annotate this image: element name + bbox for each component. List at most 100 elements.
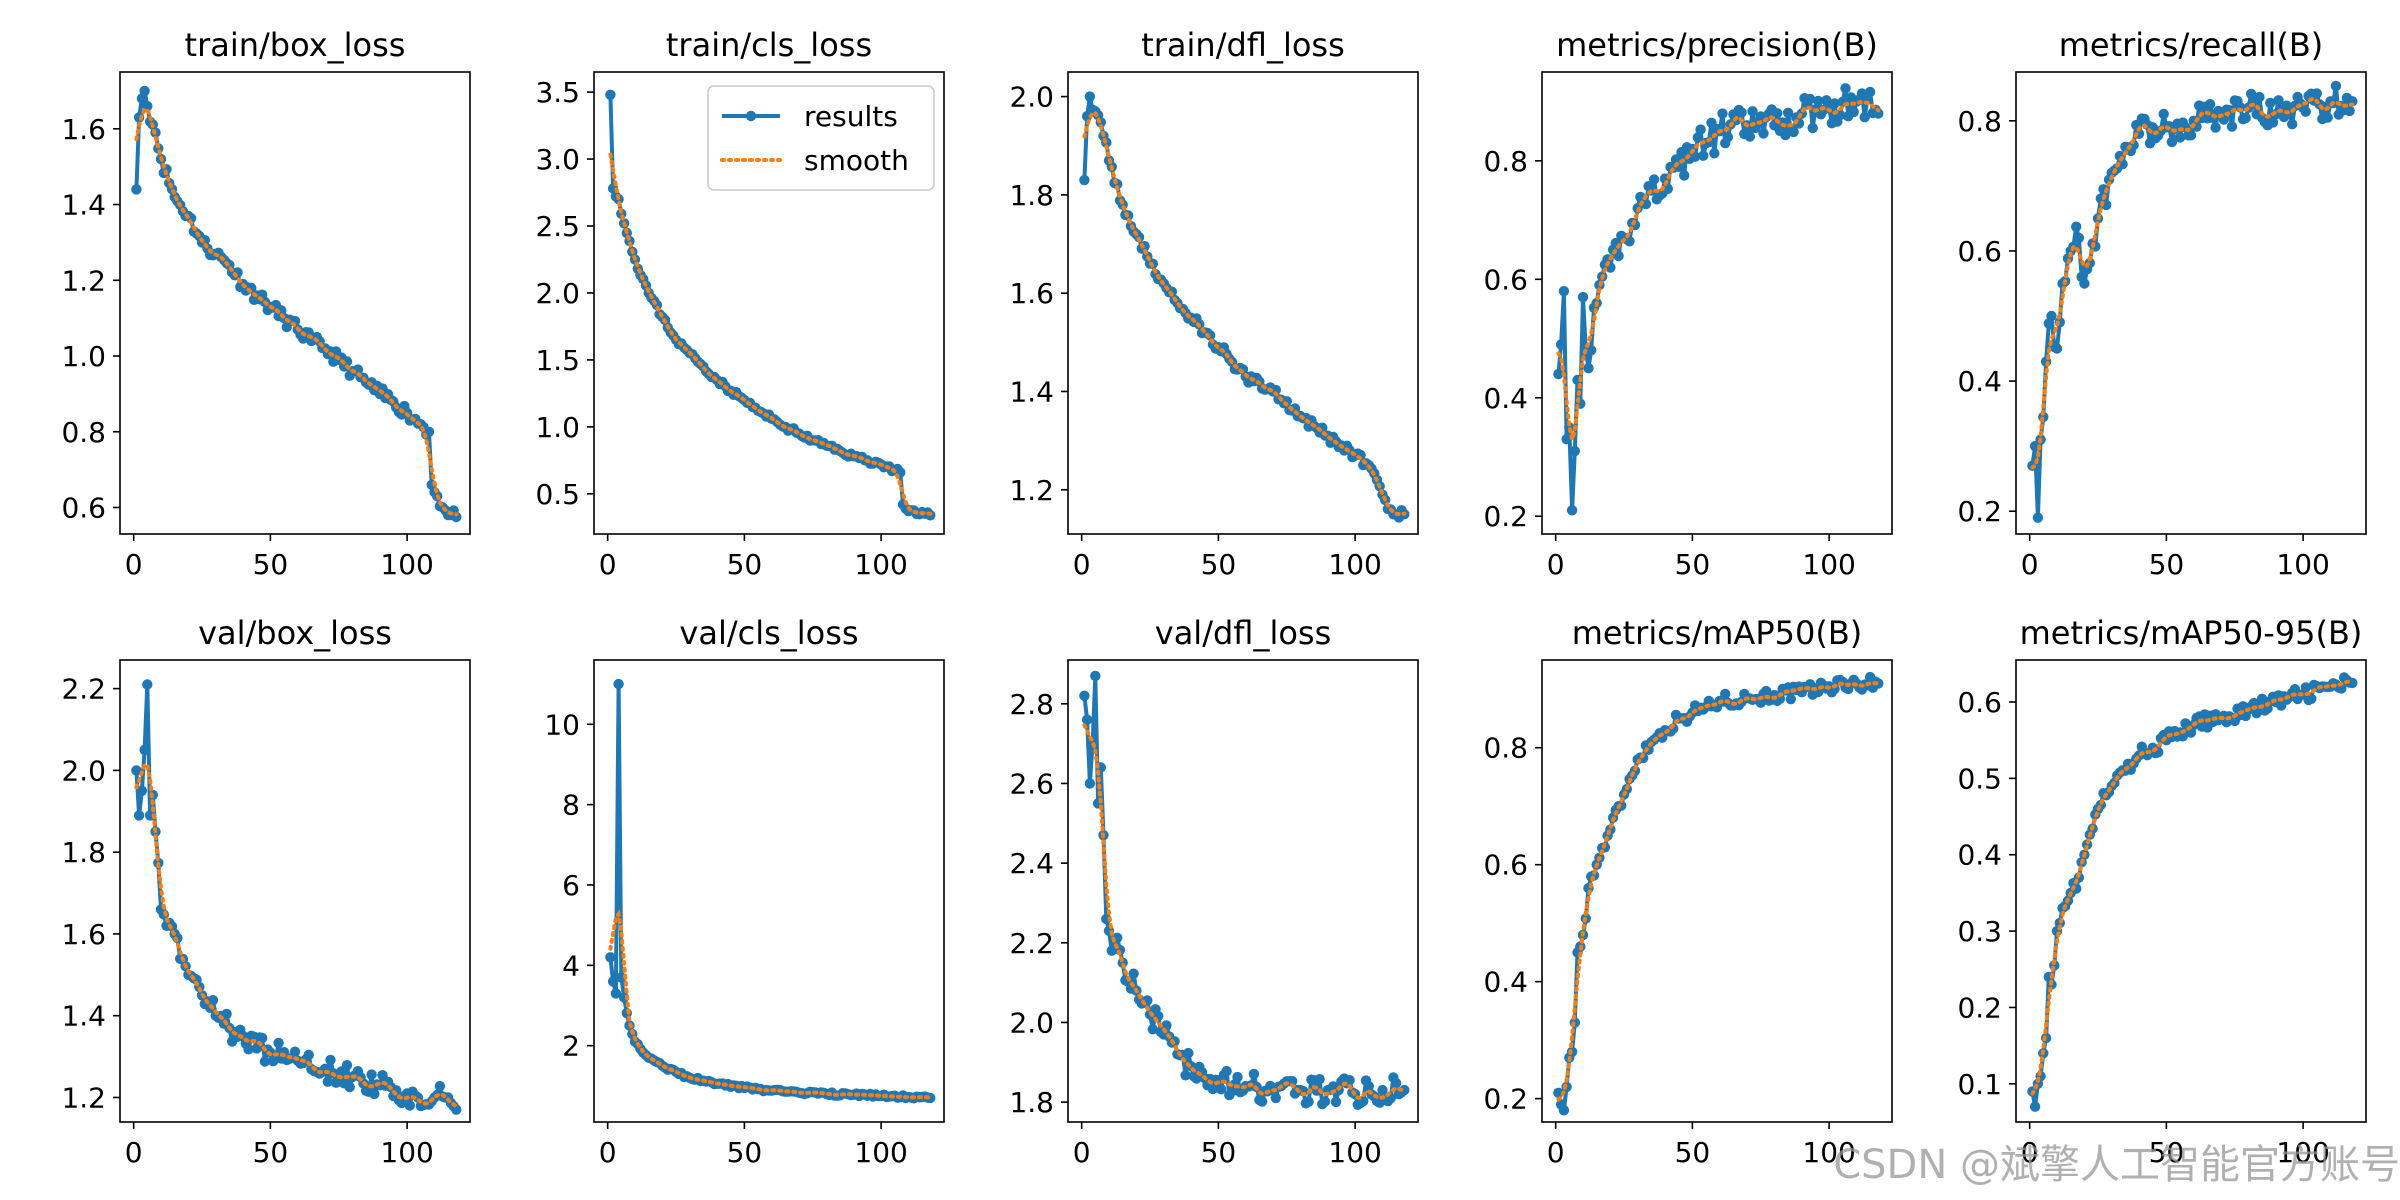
y-tick-label: 0.2 — [1483, 500, 1528, 533]
results-point — [613, 678, 624, 690]
results-point — [2032, 512, 2044, 523]
legend-results-label: results — [804, 100, 898, 133]
results-point — [2185, 130, 2197, 141]
results-point — [1761, 685, 1772, 697]
x-tick-label: 50 — [253, 548, 289, 581]
x-tick-label: 100 — [854, 548, 907, 581]
results-point — [1859, 112, 1870, 123]
x-tick-label: 0 — [599, 548, 617, 581]
results-point — [1232, 1071, 1243, 1083]
results-point — [1180, 1070, 1191, 1081]
results-point — [607, 976, 619, 987]
results-point — [1709, 148, 1720, 159]
x-tick-label: 100 — [2276, 548, 2329, 581]
results-point — [2226, 121, 2238, 132]
results-point — [207, 995, 219, 1006]
results-point — [1829, 98, 1840, 109]
results-point — [1648, 174, 1660, 185]
x-tick-label: 100 — [1802, 1136, 1855, 1169]
y-tick-label: 10 — [544, 708, 580, 741]
results-point — [1577, 291, 1589, 303]
results-point — [1090, 670, 1101, 682]
results-point — [1270, 1092, 1282, 1104]
x-tick-label: 0 — [1073, 548, 1091, 581]
results-point — [322, 1076, 333, 1087]
results-point — [1566, 505, 1578, 516]
y-tick-label: 2.8 — [1009, 688, 1054, 721]
results-point — [451, 1104, 462, 1115]
results-point — [2300, 106, 2311, 117]
y-tick-label: 0.4 — [1957, 839, 2002, 872]
y-tick-label: 0.4 — [1957, 365, 2002, 398]
results-point — [1215, 1084, 1227, 1095]
smooth-line — [134, 107, 459, 517]
subplot-train-box-loss: train/box_loss 0 50 100 0.6 0.8 1.0 1.2 1.4 1.6 — [61, 26, 471, 581]
plot-area — [1079, 91, 1410, 523]
y-tick-label: 0.6 — [1483, 263, 1528, 296]
results-point — [1183, 1047, 1194, 1059]
x-tick-label: 0 — [125, 1136, 143, 1169]
results-point — [1553, 368, 1564, 380]
results-point — [1717, 108, 1728, 119]
results-point — [2174, 132, 2186, 143]
results-point — [366, 1069, 377, 1080]
axes-frame — [593, 71, 945, 535]
y-tick-label: 1.6 — [61, 918, 106, 951]
y-tick-label: 2.0 — [1009, 81, 1054, 114]
results-point — [1720, 688, 1731, 700]
legend-smooth-label: smooth — [804, 144, 909, 177]
results-point — [1287, 1076, 1298, 1087]
results-point — [1873, 108, 1884, 119]
results-point — [139, 85, 150, 97]
results-line — [134, 88, 459, 518]
results-point — [1558, 1105, 1570, 1116]
subplot-val-dfl-loss: val/dfl_loss 0 50 100 1.8 2.0 2.2 2.4 2.6 2.8 — [1009, 614, 1419, 1169]
subplot-title: metrics/precision(B) — [1556, 26, 1878, 64]
smooth-line — [1082, 723, 1407, 1100]
y-tick-label: 3.5 — [535, 76, 580, 109]
y-tick-label: 0.4 — [1483, 966, 1528, 999]
x-tick-label: 50 — [253, 1136, 289, 1169]
y-tick-label: 0.8 — [1957, 105, 2002, 138]
subplot-train-dfl-loss: train/dfl_loss 0 50 100 1.2 1.4 1.6 1.8 2.0 — [1009, 26, 1419, 581]
results-line — [134, 682, 458, 1111]
results-point — [1106, 945, 1118, 956]
plot-area — [1553, 83, 1884, 516]
results-point — [1692, 132, 1704, 143]
y-tick-label: 8 — [562, 789, 580, 822]
smooth-line — [608, 152, 933, 516]
y-tick-label: 2.4 — [1009, 847, 1054, 880]
x-tick-label: 50 — [2149, 548, 2185, 581]
legend-results-marker — [745, 110, 757, 122]
results-point — [1758, 128, 1769, 139]
axes-frame — [1541, 659, 1893, 1123]
smooth-line — [1556, 100, 1881, 447]
x-tick-label: 50 — [1675, 1136, 1711, 1169]
y-tick-label: 1.6 — [61, 113, 106, 146]
results-point — [451, 511, 462, 523]
results-point — [1084, 91, 1096, 102]
results-point — [369, 1088, 380, 1100]
results-point — [1747, 106, 1758, 117]
y-tick-label: 0.6 — [61, 491, 106, 524]
results-point — [1782, 107, 1794, 119]
plot-area — [1079, 670, 1410, 1111]
results-point — [1613, 250, 1624, 262]
results-point — [1785, 694, 1797, 705]
results-point — [1679, 170, 1690, 181]
y-tick-label: 1.8 — [1009, 1086, 1054, 1119]
y-tick-label: 1.6 — [1009, 277, 1054, 310]
subplot-metrics-precision-b-: metrics/precision(B) 0 50 100 0.2 0.4 0.6 0.8 — [1483, 26, 1893, 581]
axes-frame — [1067, 659, 1419, 1123]
watermark: CSDN @斌擎人工智能官方账号 — [1833, 1142, 2400, 1188]
results-point — [2117, 159, 2128, 170]
x-tick-label: 100 — [1328, 1136, 1381, 1169]
results-point — [1221, 1065, 1232, 1077]
results-point — [2029, 1101, 2041, 1112]
x-tick-label: 50 — [1201, 548, 1237, 581]
y-tick-label: 1.2 — [61, 264, 106, 297]
results-point — [2166, 136, 2178, 148]
x-tick-label: 0 — [1547, 548, 1565, 581]
results-point — [341, 1060, 353, 1071]
y-tick-label: 4 — [562, 949, 580, 982]
